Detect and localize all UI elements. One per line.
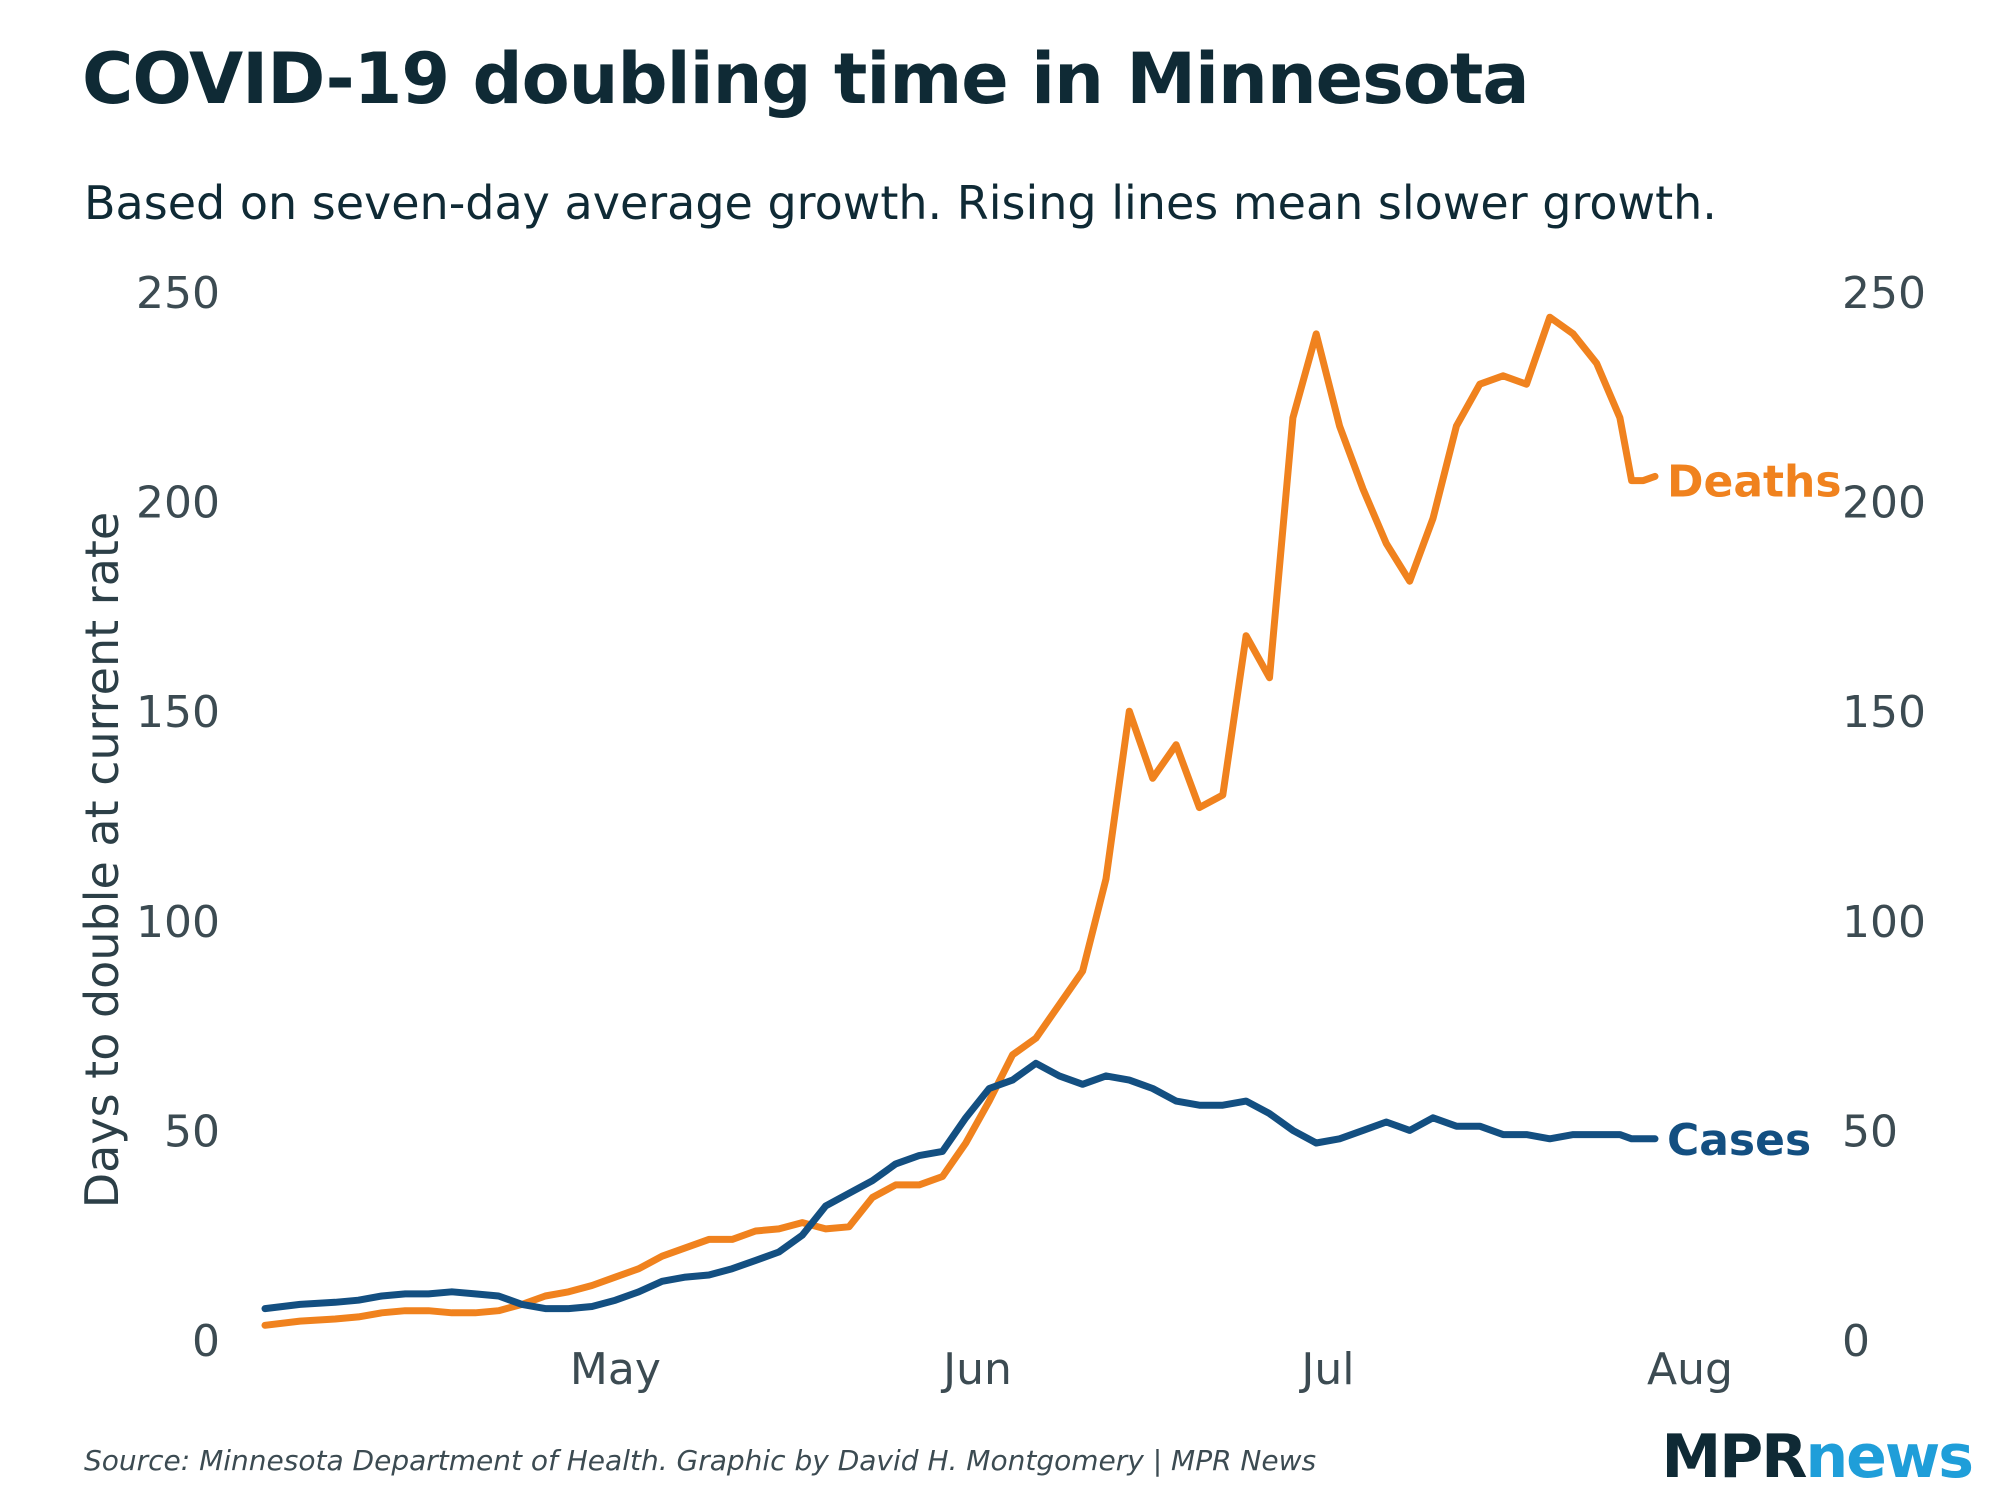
y-axis-label: Days to double at current rate bbox=[75, 512, 129, 1208]
logo-news: news bbox=[1805, 1422, 1974, 1492]
y-tick-label-right: 150 bbox=[1842, 687, 1926, 738]
chart-title: COVID-19 doubling time in Minnesota bbox=[82, 38, 1530, 120]
series-line-cases bbox=[261, 1059, 1659, 1313]
x-axis: May Jun Jul Aug bbox=[570, 1344, 1733, 1395]
y-tick-label-right: 200 bbox=[1842, 478, 1926, 529]
y-tick-label-right: 50 bbox=[1842, 1106, 1898, 1157]
y-tick-label-left: 50 bbox=[164, 1106, 220, 1157]
logo-mpr: MPR bbox=[1661, 1422, 1808, 1492]
y-tick-label-right: 0 bbox=[1842, 1316, 1870, 1367]
mpr-news-logo: MPRnews bbox=[1661, 1422, 1974, 1492]
y-tick-label-left: 150 bbox=[136, 687, 220, 738]
right-y-axis: 0 50 100 150 200 250 bbox=[1842, 268, 1926, 1367]
x-tick-label: May bbox=[570, 1344, 661, 1395]
series-line-deaths bbox=[261, 313, 1659, 1329]
x-tick-label: Jun bbox=[940, 1344, 1012, 1395]
y-tick-label-left: 250 bbox=[136, 268, 220, 319]
y-tick-label-left: 0 bbox=[192, 1316, 220, 1367]
x-tick-label: Jul bbox=[1298, 1344, 1354, 1395]
x-tick-label: Aug bbox=[1647, 1344, 1733, 1395]
source-note: Source: Minnesota Department of Health. … bbox=[84, 1444, 1317, 1477]
y-tick-label-right: 100 bbox=[1842, 897, 1926, 948]
left-y-axis: 0 50 100 150 200 250 bbox=[136, 268, 220, 1367]
series-label-deaths: Deaths bbox=[1667, 457, 1842, 508]
y-tick-label-left: 100 bbox=[136, 897, 220, 948]
y-tick-label-right: 250 bbox=[1842, 268, 1926, 319]
y-tick-label-left: 200 bbox=[136, 478, 220, 529]
series-layer: Deaths Cases bbox=[261, 313, 1842, 1329]
chart-subtitle: Based on seven-day average growth. Risin… bbox=[84, 176, 1717, 230]
series-label-cases: Cases bbox=[1667, 1115, 1811, 1166]
